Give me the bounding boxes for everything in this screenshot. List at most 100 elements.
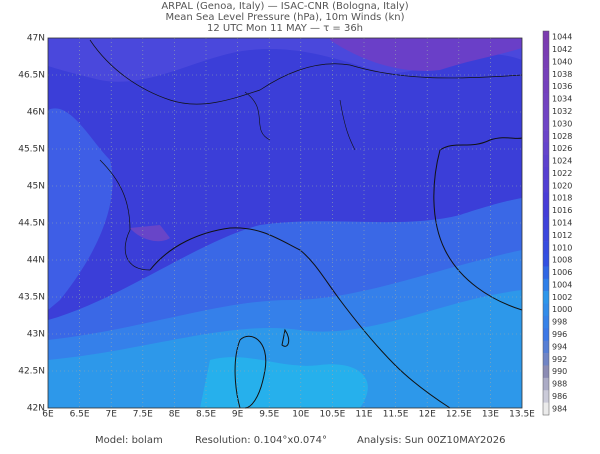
header-line: Mean Sea Level Pressure (hPa), 10m Winds… [166, 12, 405, 23]
colorbar-swatch [543, 192, 549, 205]
map-frame [47, 37, 523, 409]
colorbar-swatch [543, 315, 549, 329]
colorbar-label: 1026 [552, 144, 572, 153]
colorbar: 1044 1042 1040 1038 1036 1034 1032 1030 1028 1026… [542, 30, 572, 416]
colorbar-label: 1038 [552, 70, 572, 79]
colorbar-swatch [543, 353, 549, 366]
colorbar-label: 1030 [552, 119, 572, 128]
colorbar-swatch [543, 365, 549, 379]
colorbar-swatch [543, 117, 549, 131]
colorbar-label: 1034 [552, 95, 572, 104]
colorbar-label: 1040 [552, 57, 572, 66]
colorbar-label: 1018 [552, 194, 572, 203]
colorbar-label: 990 [552, 367, 567, 376]
colorbar-label: 1028 [552, 132, 572, 141]
colorbar-swatch [543, 266, 549, 280]
colorbar-swatch [543, 55, 549, 69]
lon-label: 11E [355, 410, 372, 420]
colorbar-swatch [543, 142, 549, 156]
colorbar-swatch [543, 278, 549, 292]
footer-model: Model: bolam [95, 435, 163, 446]
colorbar-swatch [543, 291, 549, 304]
lon-label: 7E [105, 410, 117, 420]
colorbar-label: 998 [552, 318, 567, 327]
colorbar-swatch [543, 92, 549, 106]
colorbar-swatch [543, 68, 549, 81]
lat-label: 44N [27, 256, 45, 266]
colorbar-label: 992 [552, 355, 567, 364]
lat-label: 43.5N [18, 293, 45, 303]
lat-label: 42.5N [18, 367, 45, 377]
colorbar-swatch [543, 229, 549, 242]
lat-label: 47N [27, 34, 45, 44]
colorbar-label: 996 [552, 330, 567, 339]
colorbar-label: 1012 [552, 231, 572, 240]
colorbar-label: 1022 [552, 169, 572, 178]
colorbar-label: 1008 [552, 256, 572, 265]
lon-label: 12E [419, 410, 436, 420]
colorbar-swatch [543, 204, 549, 218]
lon-label: 13.5E [509, 410, 535, 420]
lon-label: 8.5E [196, 410, 216, 420]
colorbar-label: 1032 [552, 107, 572, 116]
lon-label: 10.5E [320, 410, 346, 420]
colorbar-swatch [543, 167, 549, 180]
lat-label: 46N [27, 108, 45, 118]
lat-label: 44.5N [18, 219, 45, 229]
colorbar-label: 986 [552, 392, 567, 401]
colorbar-swatch [543, 253, 549, 267]
colorbar-label: 1042 [552, 45, 572, 54]
colorbar-label: 1000 [552, 305, 572, 314]
colorbar-swatch [543, 80, 549, 94]
lon-label: 11.5E [383, 410, 409, 420]
colorbar-label: 1024 [552, 157, 572, 166]
colorbar-swatch [543, 130, 549, 143]
lon-label: 8E [169, 410, 181, 420]
colorbar-label: 1014 [552, 219, 572, 228]
colorbar-swatch [543, 241, 549, 255]
lat-label: 42N [27, 404, 45, 414]
colorbar-label: 1006 [552, 268, 572, 277]
colorbar-label: 1020 [552, 181, 572, 190]
colorbar-label: 1016 [552, 206, 572, 215]
lon-label: 6.5E [70, 410, 90, 420]
colorbar-label: 1036 [552, 82, 572, 91]
header-line: 12 UTC Mon 11 MAY — τ = 36h [207, 23, 363, 34]
colorbar-swatch [543, 105, 549, 119]
colorbar-label: 1010 [552, 243, 572, 252]
colorbar-swatch [543, 328, 549, 341]
colorbar-swatch [543, 154, 549, 168]
lon-label: 9.5E [259, 410, 279, 420]
colorbar-label: 1002 [552, 293, 572, 302]
colorbar-label: 994 [552, 342, 567, 351]
lat-label: 45N [27, 182, 45, 192]
lon-label: 9E [232, 410, 244, 420]
lon-label: 6E [42, 410, 54, 420]
colorbar-frame [542, 30, 550, 416]
footer-analysis: Analysis: Sun 00Z10MAY2026 [357, 435, 506, 446]
lon-label: 10E [292, 410, 309, 420]
colorbar-label: 1004 [552, 280, 572, 289]
colorbar-label: 988 [552, 380, 567, 389]
lon-label: 13E [482, 410, 499, 420]
colorbar-swatch [543, 390, 549, 403]
map [48, 38, 523, 409]
lon-label: 7.5E [133, 410, 153, 420]
colorbar-swatch [543, 402, 549, 416]
lat-label: 43N [27, 330, 45, 340]
colorbar-label: 984 [552, 404, 567, 413]
lat-label: 45.5N [18, 145, 45, 155]
colorbar-swatch [543, 31, 549, 44]
colorbar-swatch [543, 377, 549, 391]
colorbar-swatch [543, 43, 549, 57]
colorbar-swatch [543, 179, 549, 193]
colorbar-swatch [543, 340, 549, 354]
lon-label: 12.5E [446, 410, 472, 420]
footer-resolution: Resolution: 0.104°x0.074° [195, 435, 327, 446]
colorbar-swatch [543, 216, 549, 230]
colorbar-label: 1044 [552, 33, 572, 42]
header-line: ARPAL (Genoa, Italy) — ISAC-CNR (Bologna… [161, 1, 408, 12]
graticule: 47N 46.5N 46N 45.5N 45N 44.5N 44N 43.5N 43N 42.5N… [18, 34, 535, 420]
colorbar-swatch [543, 303, 549, 317]
